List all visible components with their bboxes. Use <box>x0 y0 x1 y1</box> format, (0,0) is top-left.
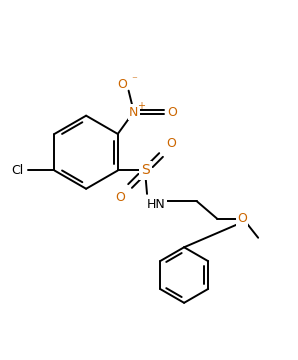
Text: N: N <box>129 105 139 118</box>
Text: O: O <box>117 78 127 91</box>
Text: O: O <box>166 137 176 150</box>
Text: HN: HN <box>147 198 166 211</box>
Text: ⁻: ⁻ <box>131 76 137 86</box>
Text: +: + <box>137 100 145 111</box>
Text: S: S <box>141 163 150 177</box>
Text: O: O <box>115 191 125 204</box>
Text: O: O <box>167 105 177 118</box>
Text: Cl: Cl <box>12 164 24 177</box>
Text: O: O <box>237 212 247 225</box>
